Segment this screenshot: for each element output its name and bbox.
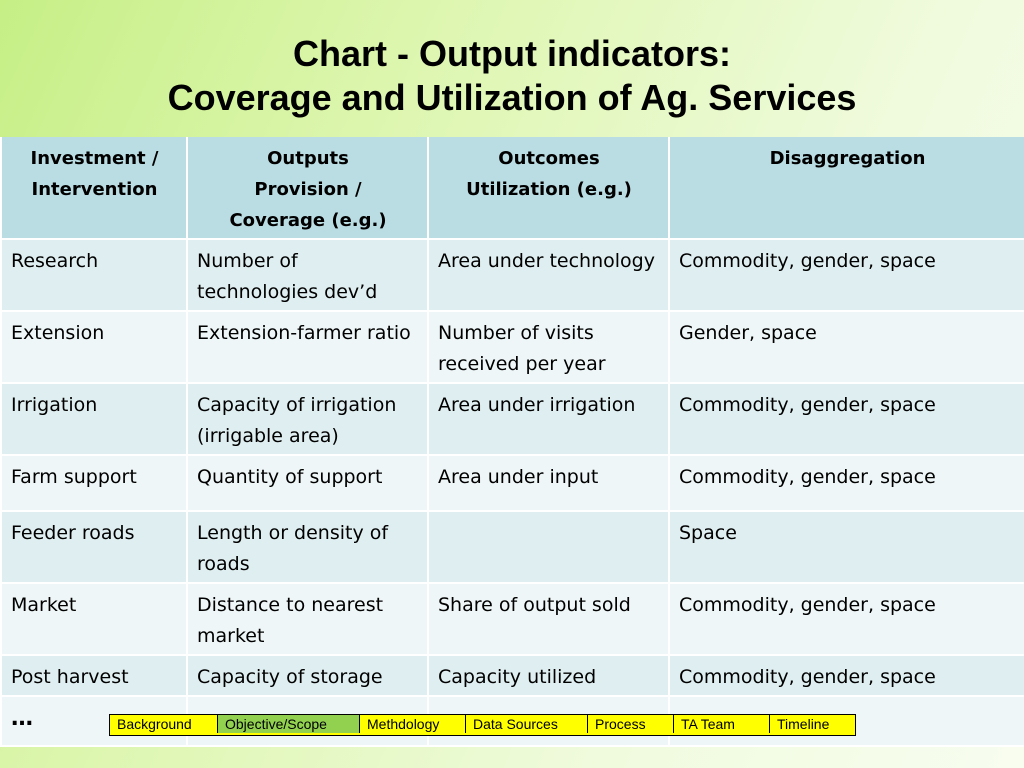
slide-title-line-1: Chart - Output indicators: bbox=[293, 33, 731, 74]
table-cell: Number of visits received per year bbox=[427, 311, 670, 384]
nav-background-link[interactable]: Background bbox=[110, 715, 218, 733]
table-cell: Commodity, gender, space bbox=[668, 455, 1024, 512]
table-cell: Commodity, gender, space bbox=[668, 655, 1024, 697]
header-investment-intervention: Investment / Intervention bbox=[0, 137, 188, 240]
header-disaggregation: Disaggregation bbox=[668, 137, 1024, 240]
table-row: Post harvest Capacity of storage Capacit… bbox=[0, 655, 1024, 697]
table-cell: Capacity of irrigation (irrigable area) bbox=[186, 383, 429, 456]
nav-methodology-link[interactable]: Methdology bbox=[360, 715, 466, 733]
nav-objective-scope-link[interactable]: Objective/Scope bbox=[218, 715, 360, 733]
header-outcomes: Outcomes Utilization (e.g.) bbox=[427, 137, 670, 240]
table-cell: Feeder roads bbox=[0, 511, 188, 584]
indicator-table: Investment / Intervention Outputs Provis… bbox=[0, 137, 1024, 747]
nav-ta-team-link[interactable]: TA Team bbox=[674, 715, 770, 733]
table-header-row: Investment / Intervention Outputs Provis… bbox=[0, 137, 1024, 240]
table-cell: Area under technology bbox=[427, 239, 670, 312]
table-cell: Farm support bbox=[0, 455, 188, 512]
table-cell: Extension bbox=[0, 311, 188, 384]
table-row: Market Distance to nearest market Share … bbox=[0, 583, 1024, 656]
table-row: Farm support Quantity of support Area un… bbox=[0, 455, 1024, 512]
table-row: Extension Extension-farmer ratio Number … bbox=[0, 311, 1024, 384]
slide-title: Chart - Output indicators: Coverage and … bbox=[0, 32, 1024, 120]
table-cell: Length or density of roads bbox=[186, 511, 429, 584]
table-cell: Distance to nearest market bbox=[186, 583, 429, 656]
table-cell: Area under irrigation bbox=[427, 383, 670, 456]
nav-data-sources-link[interactable]: Data Sources bbox=[466, 715, 588, 733]
table-row: Irrigation Capacity of irrigation (irrig… bbox=[0, 383, 1024, 456]
table-cell: Capacity utilized bbox=[427, 655, 670, 697]
table-cell: Market bbox=[0, 583, 188, 656]
table-cell: Extension-farmer ratio bbox=[186, 311, 429, 384]
slide-title-line-2: Coverage and Utilization of Ag. Services bbox=[167, 77, 857, 118]
table-cell: Commodity, gender, space bbox=[668, 583, 1024, 656]
table-cell: Space bbox=[668, 511, 1024, 584]
table-cell bbox=[427, 511, 670, 584]
nav-timeline-link[interactable]: Timeline bbox=[770, 715, 855, 733]
table-cell: Commodity, gender, space bbox=[668, 383, 1024, 456]
table-row: Research Number of technologies dev’d Ar… bbox=[0, 239, 1024, 312]
table-cell: Post harvest bbox=[0, 655, 188, 697]
section-nav-bar: Background Objective/Scope Methdology Da… bbox=[109, 714, 856, 736]
table-cell: Gender, space bbox=[668, 311, 1024, 384]
nav-process-link[interactable]: Process bbox=[588, 715, 674, 733]
header-outputs: Outputs Provision / Coverage (e.g.) bbox=[186, 137, 429, 240]
table-cell: Capacity of storage bbox=[186, 655, 429, 697]
table-cell: Commodity, gender, space bbox=[668, 239, 1024, 312]
table-cell: Area under input bbox=[427, 455, 670, 512]
table-cell: Quantity of support bbox=[186, 455, 429, 512]
table-cell: Share of output sold bbox=[427, 583, 670, 656]
table-row: Feeder roads Length or density of roads … bbox=[0, 511, 1024, 584]
table-cell: Number of technologies dev’d bbox=[186, 239, 429, 312]
table-cell: Research bbox=[0, 239, 188, 312]
table-cell: Irrigation bbox=[0, 383, 188, 456]
